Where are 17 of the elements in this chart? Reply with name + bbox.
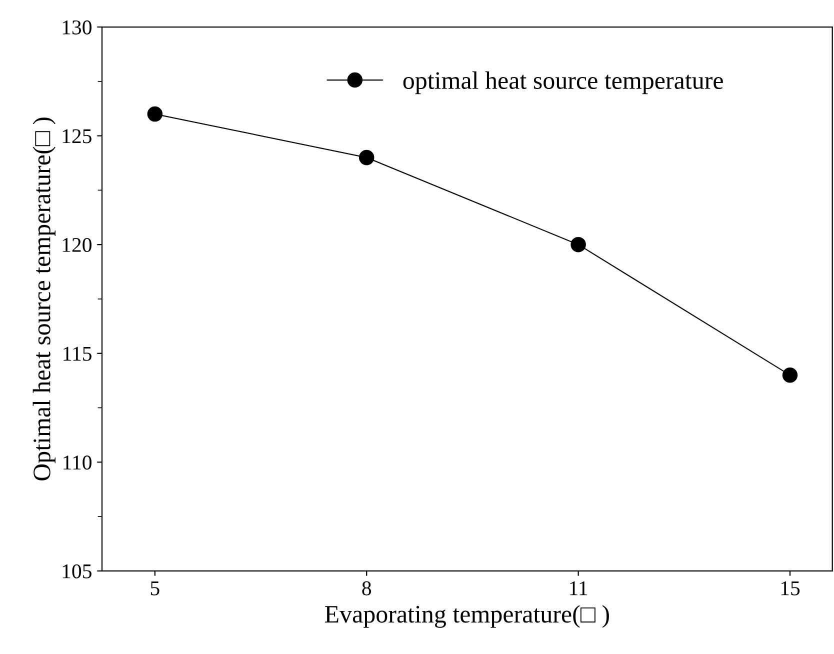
legend-label: optimal heat source temperature bbox=[403, 71, 723, 94]
y-tick-label: 125 bbox=[62, 129, 92, 144]
x-tick-label: 11 bbox=[570, 581, 588, 596]
y-tick-label: 130 bbox=[62, 20, 92, 34]
y-tick-label: 110 bbox=[64, 456, 92, 470]
y-tick-label: 115 bbox=[64, 346, 92, 361]
point bbox=[358, 150, 374, 166]
y-tick-label: 105 bbox=[62, 564, 92, 578]
point bbox=[570, 236, 586, 252]
x-tick-label: 15 bbox=[781, 581, 800, 596]
y-tick-label: 120 bbox=[62, 238, 92, 252]
y-axis-title: Optimal heat source temperature(□ ) bbox=[32, 118, 56, 480]
point bbox=[782, 367, 798, 383]
x-tick-label: 8 bbox=[362, 581, 372, 596]
point bbox=[147, 106, 163, 122]
x-axis-title: Evaporating temperature(□ ) bbox=[324, 605, 609, 628]
x-tick-label: 5 bbox=[150, 581, 160, 596]
